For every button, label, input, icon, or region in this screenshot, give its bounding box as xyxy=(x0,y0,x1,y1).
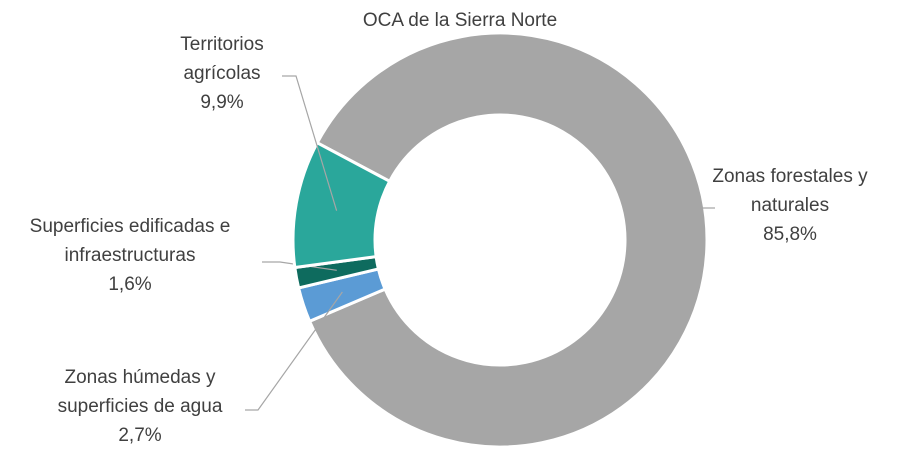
category-line: superficies de agua xyxy=(58,396,223,417)
leader-line xyxy=(696,207,715,249)
value-label: 85,8% xyxy=(763,224,817,245)
category-label: Zonas forestales y naturales xyxy=(712,166,868,216)
category-line: infraestructuras xyxy=(65,245,196,266)
slice-label: Zonas húmedas y superficies de agua 2,7% xyxy=(58,367,223,446)
slice-label: Territorios agrícolas 9,9% xyxy=(180,34,263,113)
chart-title: OCA de la Sierra Norte xyxy=(363,10,557,31)
slice xyxy=(291,140,392,270)
slice xyxy=(307,31,709,449)
value-label: 9,9% xyxy=(200,92,243,113)
leader-line xyxy=(245,291,343,411)
leader-line xyxy=(262,261,337,271)
category-label: Superficies edificadas e infraestructuras xyxy=(30,216,231,266)
slice-label: Superficies edificadas e infraestructuras… xyxy=(30,216,231,295)
category-label: Territorios agrícolas xyxy=(180,34,263,84)
slice-label: Zonas forestales y naturales 85,8% xyxy=(712,166,868,245)
category-line: naturales xyxy=(751,195,829,216)
value-label: 2,7% xyxy=(118,425,161,446)
category-line: Territorios xyxy=(180,34,263,55)
category-label: Zonas húmedas y superficies de agua xyxy=(58,367,223,417)
category-line: Zonas forestales y xyxy=(712,166,868,187)
category-line: Superficies edificadas e xyxy=(30,216,231,237)
category-line: Zonas húmedas y xyxy=(64,367,216,388)
leader-line xyxy=(282,75,338,211)
category-line: agrícolas xyxy=(183,63,260,84)
value-label: 1,6% xyxy=(108,274,151,295)
